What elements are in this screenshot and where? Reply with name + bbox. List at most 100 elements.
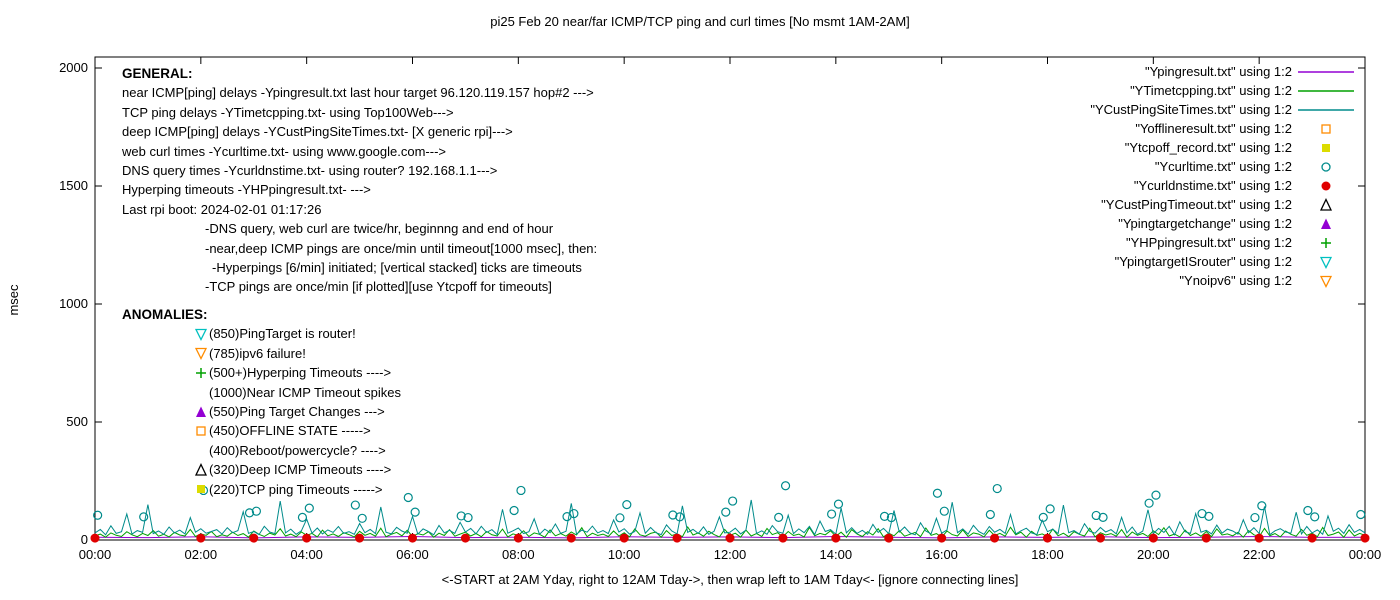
point-Ycurltime.txt [675,512,685,522]
anomaly-text: (220)TCP ping Timeouts -----> [209,481,383,497]
x-tick-label: 00:00 [78,547,112,562]
point-Ycurltime.txt [1303,505,1313,516]
general-line: near ICMP[ping] delays -Ypingresult.txt … [122,85,594,101]
x-tick-label: 22:00 [1242,547,1276,562]
point-Ycurltime.txt [1250,512,1260,523]
point-Ycurltime.txt [622,500,632,510]
triangle-filled-icon [196,406,206,417]
point-Ycurltime.txt [463,512,473,523]
point-Ycurltime.txt [774,512,784,522]
point-Ycurltime.txt [251,506,261,516]
point-Ycurltime.txt [833,499,844,509]
x-tick-label: 16:00 [925,547,958,562]
line-icon [1298,108,1354,111]
point-Ycurltime.txt [1257,501,1267,511]
anomalies-heading: ANOMALIES: [122,307,208,322]
point-Ycurltime.txt [780,481,791,491]
legend-entry-label: "Ynoipv6" using 1:2 [1179,273,1292,288]
anomaly-marker [193,405,209,419]
point-Ycurltime.txt [1144,498,1154,508]
legend-entry-label: "YTimetcpping.txt" using 1:2 [1130,83,1292,98]
general-line: deep ICMP[ping] delays -YCustPingSiteTim… [122,124,513,140]
general-line: -TCP pings are once/min [if plotted][use… [205,279,552,295]
x-tick-label: 18:00 [1031,547,1064,562]
point-Ycurldnstime.txt [778,533,788,543]
point-Ycurldnstime.txt [619,533,629,543]
point-Ycurltime.txt [1045,504,1055,514]
point-Ycurldnstime.txt [566,533,576,543]
line-icon [1298,70,1354,73]
anomaly-line: (550)Ping Target Changes ---> [122,402,401,421]
general-annotation: GENERAL: near ICMP[ping] delays -Ypingre… [122,64,597,297]
legend-key [1294,255,1358,269]
legend-entry-label: "Ycurldnstime.txt" using 1:2 [1133,178,1292,193]
triangle-down-open-icon [1319,256,1333,269]
y-tick-label: 0 [80,532,88,547]
x-axis-caption: <-START at 2AM Yday, right to 12AM Tday-… [441,572,1019,587]
triangle-down-open-icon [194,348,208,361]
triangle-open-icon [194,462,208,476]
anomaly-line: (850)PingTarget is router! [122,324,401,343]
anomaly-line: (320)Deep ICMP Timeouts ----> [122,460,401,479]
x-tick-label: 12:00 [713,547,747,562]
general-line: TCP ping delays -YTimetcpping.txt- using… [122,104,454,120]
point-Ycurltime.txt [1204,511,1214,522]
anomaly-marker [193,327,209,342]
y-tick-label: 1000 [59,296,88,311]
general-line: -Hyperpings [6/min] initiated; [vertical… [212,260,582,276]
anomaly-line: (500+)Hyperping Timeouts ----> [122,363,401,382]
triangle-down-open-icon [194,328,208,342]
point-Ycurldnstime.txt [1307,533,1317,543]
legend-entry: "Ycurldnstime.txt" using 1:2 [1090,176,1358,195]
legend-key [1294,160,1358,174]
point-Ycurldnstime.txt [408,533,417,543]
legend-entry: "YCustPingTimeout.txt" using 1:2 [1090,195,1358,214]
anomalies-lines: (850)PingTarget is router! (785)ipv6 fail… [122,324,401,499]
circle-filled-icon [1321,181,1331,190]
legend-entry: "YHPpingresult.txt" using 1:2 [1090,233,1358,252]
point-Ycurldnstime.txt [884,533,894,543]
general-line: -near,deep ICMP pings are once/min until… [205,240,598,256]
point-Ycurldnstime.txt [1360,533,1370,543]
plus-icon [1321,237,1331,248]
legend-entry-label: "Ytcpoff_record.txt" using 1:2 [1124,140,1292,155]
general-line: web curl times -Ycurltime.txt- using www… [122,143,447,159]
legend-entry-label: "Ycurltime.txt" using 1:2 [1154,159,1292,174]
legend-key [1294,217,1358,231]
series-YCustPingSiteTimes.txt [94,499,1366,536]
legend-entry: "YTimetcpping.txt" using 1:2 [1090,81,1358,100]
anomaly-text: (400)Reboot/powercycle? ----> [209,442,386,458]
chart-title: pi25 Feb 20 near/far ICMP/TCP ping and c… [490,14,910,29]
point-Ycurldnstime.txt [1254,533,1264,543]
point-Ycurltime.txt [985,509,995,520]
anomaly-marker [193,346,209,361]
legend-entry: "Ypingtargetchange" using 1:2 [1090,214,1358,233]
legend-entry-label: "Ypingtargetchange" using 1:2 [1118,216,1292,231]
anomaly-text: (1000)Near ICMP Timeout spikes [209,384,401,400]
point-Ycurldnstime.txt [1095,533,1105,543]
point-Ycurltime.txt [456,511,466,521]
point-Ycurltime.txt [992,483,1002,494]
legend-key [1294,141,1358,155]
point-Ycurltime.txt [1310,512,1320,522]
point-Ycurldnstime.txt [249,533,259,543]
x-tick-label: 20:00 [1137,547,1170,562]
line-icon [1298,89,1354,92]
point-Ycurldnstime.txt [1043,533,1052,543]
point-Ycurldnstime.txt [990,533,1000,543]
point-Ycurltime.txt [728,496,738,506]
point-Ycurltime.txt [304,503,314,513]
general-line: Last rpi boot: 2024-02-01 01:17:26 [122,201,322,217]
point-Ycurltime.txt [350,500,360,510]
anomaly-marker [193,482,209,496]
general-heading: GENERAL: [122,66,193,81]
anomaly-text: (550)Ping Target Changes ---> [209,403,385,419]
triangle-filled-icon [1321,218,1331,229]
anomaly-text: (850)PingTarget is router! [209,326,356,342]
legend-key [1294,65,1358,79]
legend-entry-label: "YHPpingresult.txt" using 1:2 [1125,235,1292,250]
legend-key [1294,103,1358,117]
x-tick-label: 08:00 [502,547,535,562]
point-Ycurltime.txt [244,508,255,518]
anomaly-line: (220)TCP ping Timeouts -----> [122,480,401,499]
